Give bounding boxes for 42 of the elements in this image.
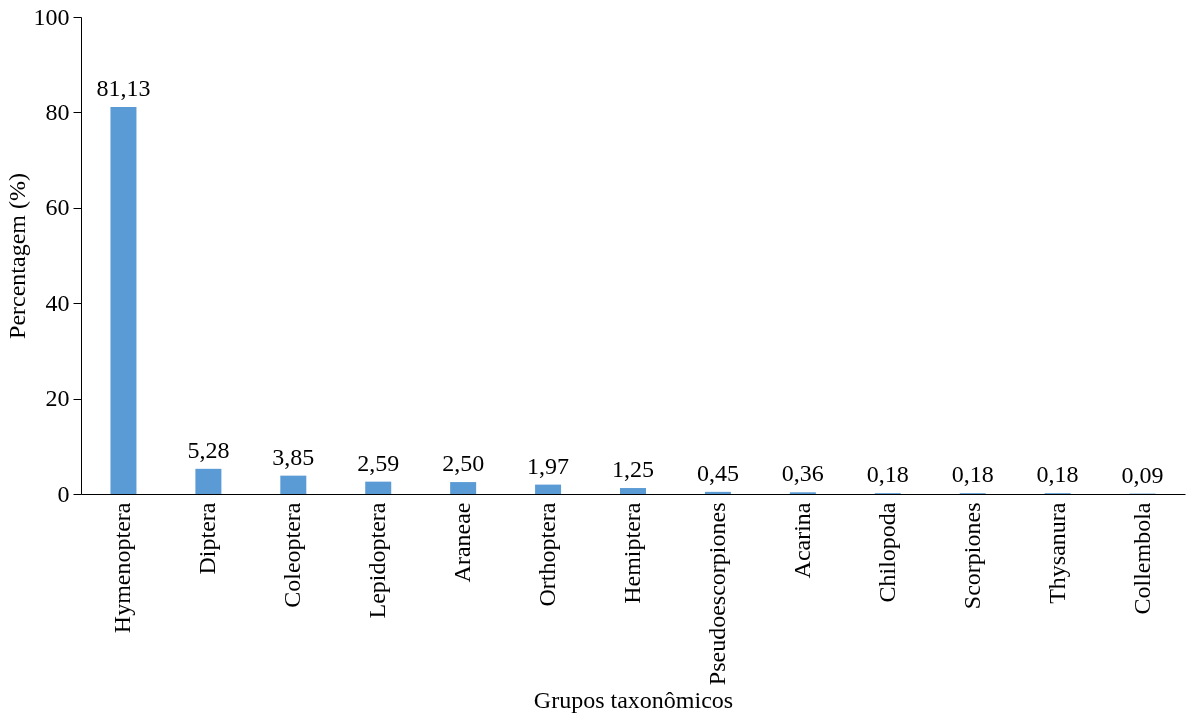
x-tick-label: Thysanura (1043, 502, 1070, 604)
bar (620, 488, 646, 494)
data-label: 0,36 (781, 460, 824, 487)
data-label: 3,85 (272, 443, 315, 470)
x-tick-label: Diptera (194, 502, 221, 575)
bar (535, 484, 562, 494)
data-label: 81,13 (96, 75, 151, 102)
data-label: 0,18 (866, 461, 909, 488)
y-tick-label: 80 (45, 98, 70, 125)
data-label: 0,45 (696, 459, 739, 486)
x-tick-label: Orthoptera (534, 502, 561, 607)
data-label: 2,50 (442, 450, 485, 477)
bar (110, 107, 137, 494)
data-label: 2,59 (357, 449, 400, 476)
y-tick-label: 100 (33, 3, 70, 30)
y-axis-title: Percentagem (%) (3, 173, 30, 339)
data-label: 1,25 (612, 456, 654, 483)
x-tick-label: Lepidoptera (364, 502, 391, 619)
x-tick-label: Hemiptera (619, 502, 645, 604)
data-label: 0,18 (1036, 461, 1079, 488)
y-tick-label: 40 (45, 289, 70, 316)
bar (704, 491, 731, 494)
x-tick-label: Hymenoptera (109, 502, 136, 634)
x-tick-label: Araneae (449, 502, 476, 583)
y-tick-label: 20 (45, 385, 70, 412)
bar (450, 482, 477, 494)
data-label: 5,28 (187, 436, 230, 463)
x-tick-label: Coleoptera (279, 502, 306, 608)
y-tick-label: 60 (45, 194, 70, 221)
bar (365, 481, 392, 494)
data-label: 0,18 (951, 461, 994, 488)
x-tick-label: Collembola (1128, 502, 1155, 615)
bar (280, 475, 307, 494)
data-label: 0,09 (1121, 461, 1164, 488)
x-tick-label: Pseudoescorpiones (703, 502, 730, 686)
x-tick-label: Scorpiones (958, 502, 985, 610)
data-label: 1,97 (527, 452, 570, 479)
y-tick-label: 0 (57, 480, 70, 507)
x-tick-label: Chilopoda (873, 502, 900, 603)
x-tick-label: Acarina (788, 502, 815, 579)
bar (195, 468, 222, 494)
x-axis-title: Grupos taxonômicos (533, 687, 734, 714)
